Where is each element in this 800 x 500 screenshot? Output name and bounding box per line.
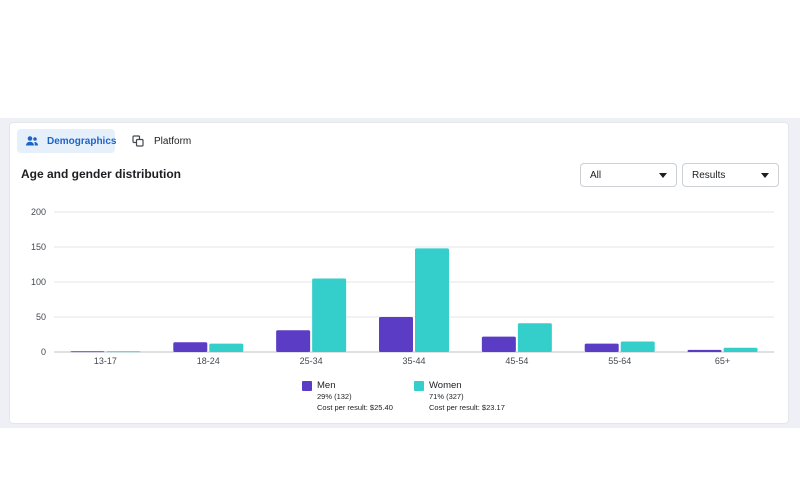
bar-men-55-64 <box>584 343 619 352</box>
legend-women-cost: Cost per result: $23.17 <box>429 403 505 412</box>
x-tick-label: 65+ <box>715 356 730 366</box>
legend-swatch-men <box>302 380 312 391</box>
y-tick-label: 100 <box>31 277 46 287</box>
legend-men: Men 29% (132) Cost per result: $25.40 <box>302 380 393 413</box>
filter-dropdown[interactable]: All <box>580 163 677 187</box>
bar-men-35-44 <box>379 317 413 352</box>
x-tick-label: 45-54 <box>505 356 528 366</box>
bar-women-35-44 <box>415 248 449 352</box>
x-tick-label: 35-44 <box>402 356 425 366</box>
y-tick-label: 200 <box>31 207 46 217</box>
x-tick-label: 18-24 <box>197 356 220 366</box>
legend-women-share: 71% (327) <box>429 392 464 401</box>
filter-dropdown-value: All <box>590 169 602 181</box>
bar-women-65+ <box>723 347 758 352</box>
tab-platform[interactable]: Platform <box>126 129 206 153</box>
age-gender-bar-chart: 0 50 100 150 200 13-17 18-24 25-34 35-44 45-54 55-… <box>31 207 774 366</box>
demographics-card: Demographics Platform Age and gender dis… <box>9 122 789 424</box>
bar-women-13-17 <box>106 351 141 353</box>
bar-men-65+ <box>687 349 722 352</box>
metric-dropdown[interactable]: Results <box>682 163 779 187</box>
y-tick-label: 150 <box>31 242 46 252</box>
caret-down-icon <box>659 173 667 178</box>
bar-men-25-34 <box>276 330 311 352</box>
metric-dropdown-value: Results <box>692 169 726 181</box>
legend-men-name: Men <box>317 380 336 391</box>
legend-women: Women 71% (327) Cost per result: $23.17 <box>414 380 505 413</box>
tab-demographics-label: Demographics <box>47 135 117 147</box>
bar-women-25-34 <box>312 278 347 352</box>
bar-men-13-17 <box>70 351 105 353</box>
bar-women-55-64 <box>620 341 655 352</box>
bar-women-18-24 <box>209 343 244 352</box>
people-icon <box>25 134 39 148</box>
bar-men-45-54 <box>481 336 516 352</box>
bar-men-18-24 <box>173 342 208 352</box>
legend-men-share: 29% (132) <box>317 392 352 401</box>
tab-demographics[interactable]: Demographics <box>17 129 117 153</box>
legend-women-name: Women <box>429 380 462 391</box>
bar-women-45-54 <box>517 323 552 352</box>
x-tick-label: 13-17 <box>94 356 117 366</box>
x-tick-label: 55-64 <box>608 356 631 366</box>
tab-platform-label: Platform <box>154 135 192 147</box>
caret-down-icon <box>761 173 769 178</box>
chart-title: Age and gender distribution <box>21 167 182 181</box>
legend-men-cost: Cost per result: $25.40 <box>317 403 393 412</box>
y-tick-label: 0 <box>41 347 46 357</box>
platform-icon <box>131 134 145 148</box>
x-tick-label: 25-34 <box>300 356 323 366</box>
y-tick-label: 50 <box>36 312 46 322</box>
legend-swatch-women <box>414 380 424 391</box>
